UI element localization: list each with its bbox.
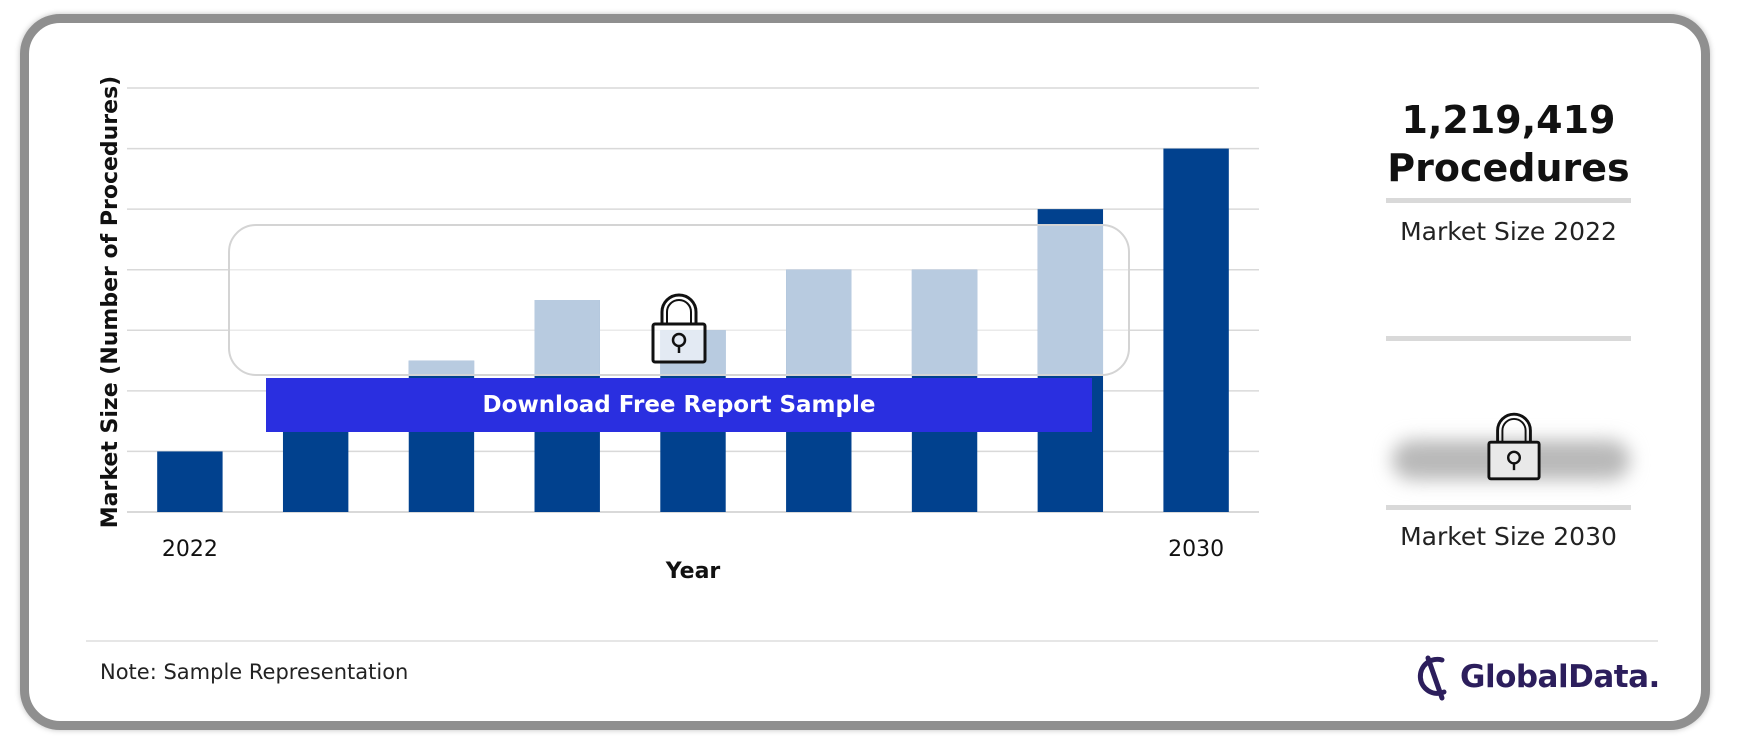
globaldata-logo-text: GlobalData.: [1460, 659, 1660, 695]
lock-icon: [651, 293, 707, 364]
y-axis-label: Market Size (Number of Procedures): [98, 76, 123, 528]
bar-faded-segment: [1037, 224, 1104, 376]
bar-rect: [157, 451, 223, 512]
x-tick-labels: 2022 2030: [162, 537, 1224, 562]
market-size-2022-unit: Procedures: [1387, 146, 1630, 190]
footer-note: Note: Sample Representation: [100, 660, 409, 684]
bar: [1163, 148, 1229, 513]
kpi-divider-top: [1386, 198, 1631, 203]
x-tick-label: 2030: [1168, 537, 1224, 562]
bar-faded-segment: [534, 300, 600, 376]
bar-faded-segment: [786, 269, 852, 376]
kpi-divider-bottom: [1386, 505, 1631, 510]
globaldata-logo: GlobalData.: [1414, 652, 1660, 702]
bar-faded-segment: [911, 269, 978, 376]
x-tick-label: 2022: [162, 537, 218, 562]
kpi-divider-middle: [1386, 336, 1631, 341]
globaldata-logo-icon: [1417, 655, 1447, 701]
bar: [157, 451, 223, 512]
footer-divider: [86, 640, 1658, 642]
market-size-2022-label: Market Size 2022: [1400, 217, 1617, 246]
market-size-2022-value: 1,219,419: [1401, 98, 1616, 142]
market-size-2030-label: Market Size 2030: [1400, 522, 1617, 551]
chart-card: [20, 14, 1710, 730]
bar: [1037, 209, 1104, 512]
bar-faded-segment: [408, 360, 475, 376]
lock-icon: [1487, 412, 1541, 481]
x-axis-label: Year: [665, 559, 721, 584]
download-sample-button[interactable]: Download Free Report Sample: [266, 378, 1092, 432]
bar-rect: [1163, 148, 1229, 513]
